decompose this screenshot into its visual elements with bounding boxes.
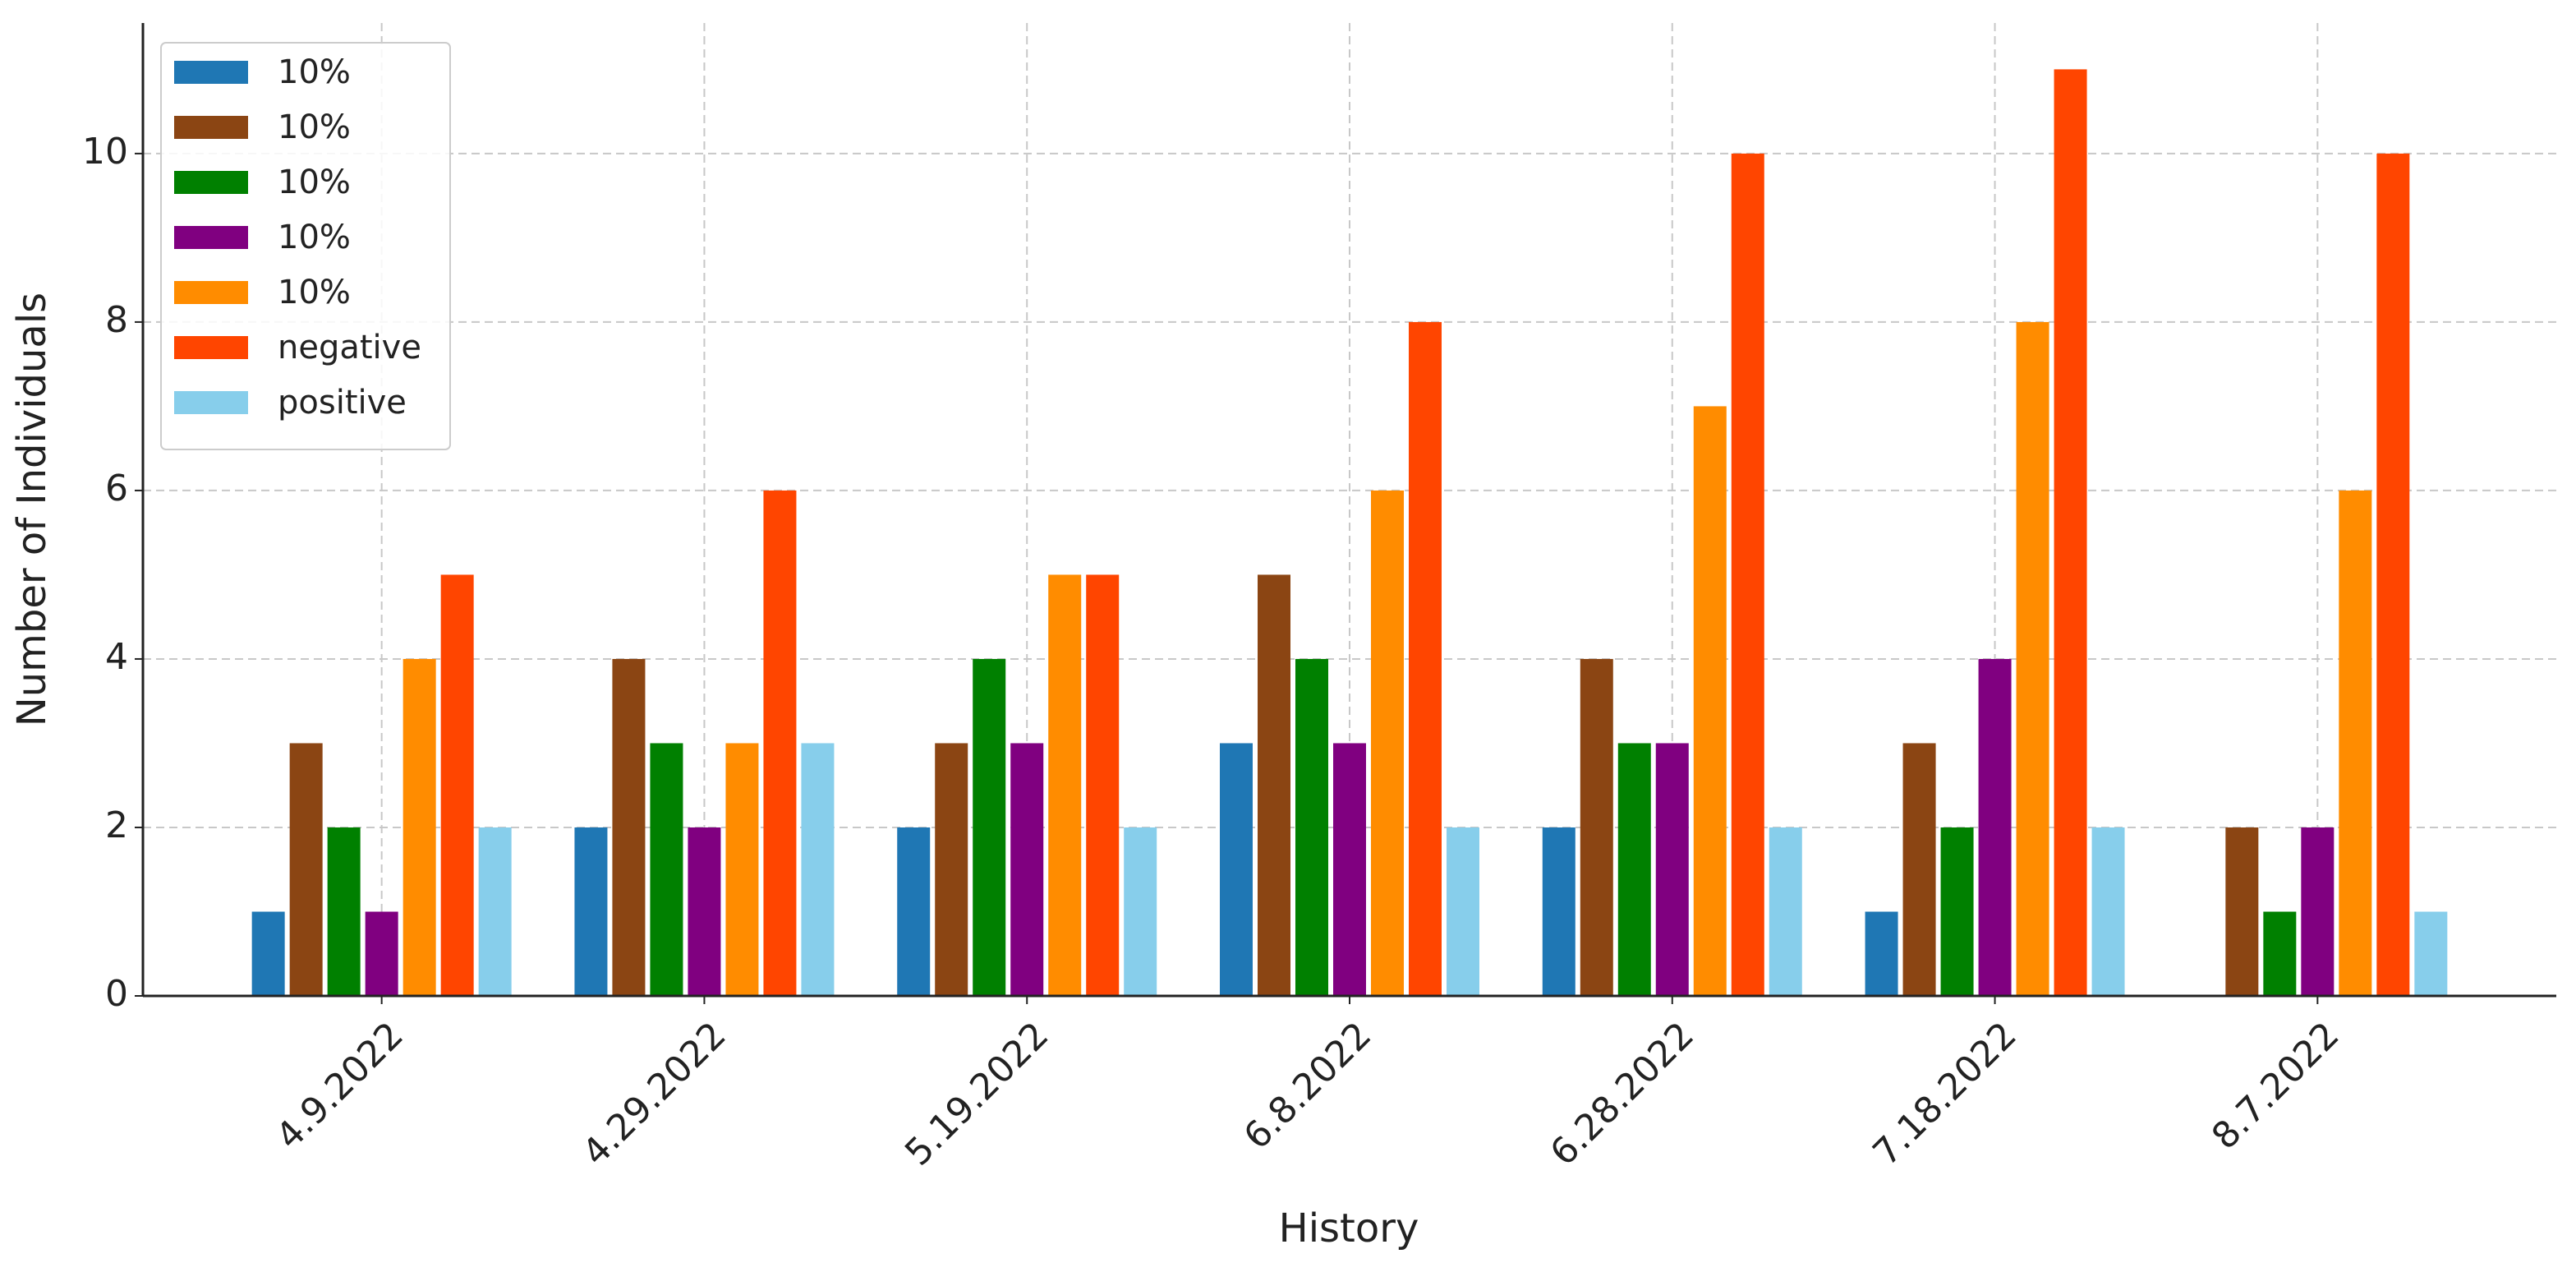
bar — [402, 658, 436, 996]
x-tick-label: 6.8.2022 — [1236, 1014, 1380, 1158]
bar — [327, 827, 361, 996]
legend-swatch — [174, 336, 248, 359]
x-tick-label: 5.19.2022 — [897, 1014, 1056, 1173]
bar — [1258, 574, 1290, 996]
bar — [2054, 69, 2087, 996]
x-axis-label: History — [1279, 1205, 1419, 1251]
x-tick-label: 8.7.2022 — [2204, 1014, 2348, 1158]
bar — [1086, 574, 1120, 996]
y-tick-label: 0 — [105, 973, 128, 1015]
y-tick-label: 8 — [105, 299, 128, 341]
bar — [1693, 406, 1727, 996]
legend-label: 10% — [278, 274, 351, 311]
bar — [1124, 827, 1157, 996]
bar — [1447, 827, 1479, 996]
bar — [688, 827, 721, 996]
bar — [2301, 827, 2334, 996]
bar — [1731, 153, 1764, 997]
legend-label: 10% — [278, 164, 351, 201]
bar — [1295, 658, 1328, 996]
legend-swatch — [174, 116, 248, 139]
bar — [725, 743, 759, 996]
bar — [1978, 658, 2012, 996]
bar — [1655, 743, 1689, 996]
legend-swatch — [174, 226, 248, 249]
bar — [1333, 743, 1366, 996]
legend-swatch — [174, 281, 248, 304]
bar — [2339, 490, 2372, 996]
bar — [1542, 827, 1576, 996]
bar — [897, 827, 931, 996]
legend-label: 10% — [278, 53, 351, 91]
y-tick-label: 4 — [105, 636, 128, 678]
bar — [2414, 911, 2448, 996]
bar — [650, 743, 683, 996]
bar — [1409, 321, 1442, 996]
bar — [1371, 490, 1404, 996]
bar — [1940, 827, 1974, 996]
x-tick-label: 6.28.2022 — [1543, 1014, 1702, 1173]
legend-swatch — [174, 391, 248, 414]
bar — [801, 743, 835, 996]
bar — [365, 911, 398, 996]
bar — [2225, 827, 2259, 996]
bar — [1580, 658, 1613, 996]
x-tick-label: 7.18.2022 — [1865, 1014, 2024, 1173]
legend-label: 10% — [278, 219, 351, 256]
y-tick-label: 10 — [82, 131, 128, 173]
legend-swatch — [174, 171, 248, 194]
bar — [289, 743, 323, 996]
grid — [143, 23, 2556, 997]
y-tick-label: 2 — [105, 804, 128, 846]
x-tick-label: 4.29.2022 — [574, 1014, 734, 1173]
y-tick-label: 6 — [105, 468, 128, 509]
bar — [2016, 321, 2049, 996]
bar — [1220, 743, 1253, 996]
bar — [2091, 827, 2125, 996]
bar — [2263, 911, 2297, 996]
bar — [935, 743, 968, 996]
legend-label: positive — [278, 384, 407, 422]
bar — [1902, 743, 1936, 996]
bar — [1617, 743, 1651, 996]
legend-label: 10% — [278, 108, 351, 146]
bar — [478, 827, 512, 996]
legend-swatch — [174, 61, 248, 84]
legend-label: negative — [278, 329, 421, 366]
bar — [763, 490, 797, 996]
bar — [440, 574, 474, 996]
bar — [1048, 574, 1082, 996]
bar — [251, 911, 285, 996]
bar — [1010, 743, 1044, 996]
bar — [973, 658, 1006, 996]
bar — [2376, 153, 2410, 997]
bar — [1769, 827, 1802, 996]
y-axis-label: Number of Individuals — [9, 293, 55, 726]
bar — [612, 658, 646, 996]
bar — [1865, 911, 1898, 996]
x-tick-label: 4.9.2022 — [268, 1014, 412, 1158]
bar — [574, 827, 608, 996]
